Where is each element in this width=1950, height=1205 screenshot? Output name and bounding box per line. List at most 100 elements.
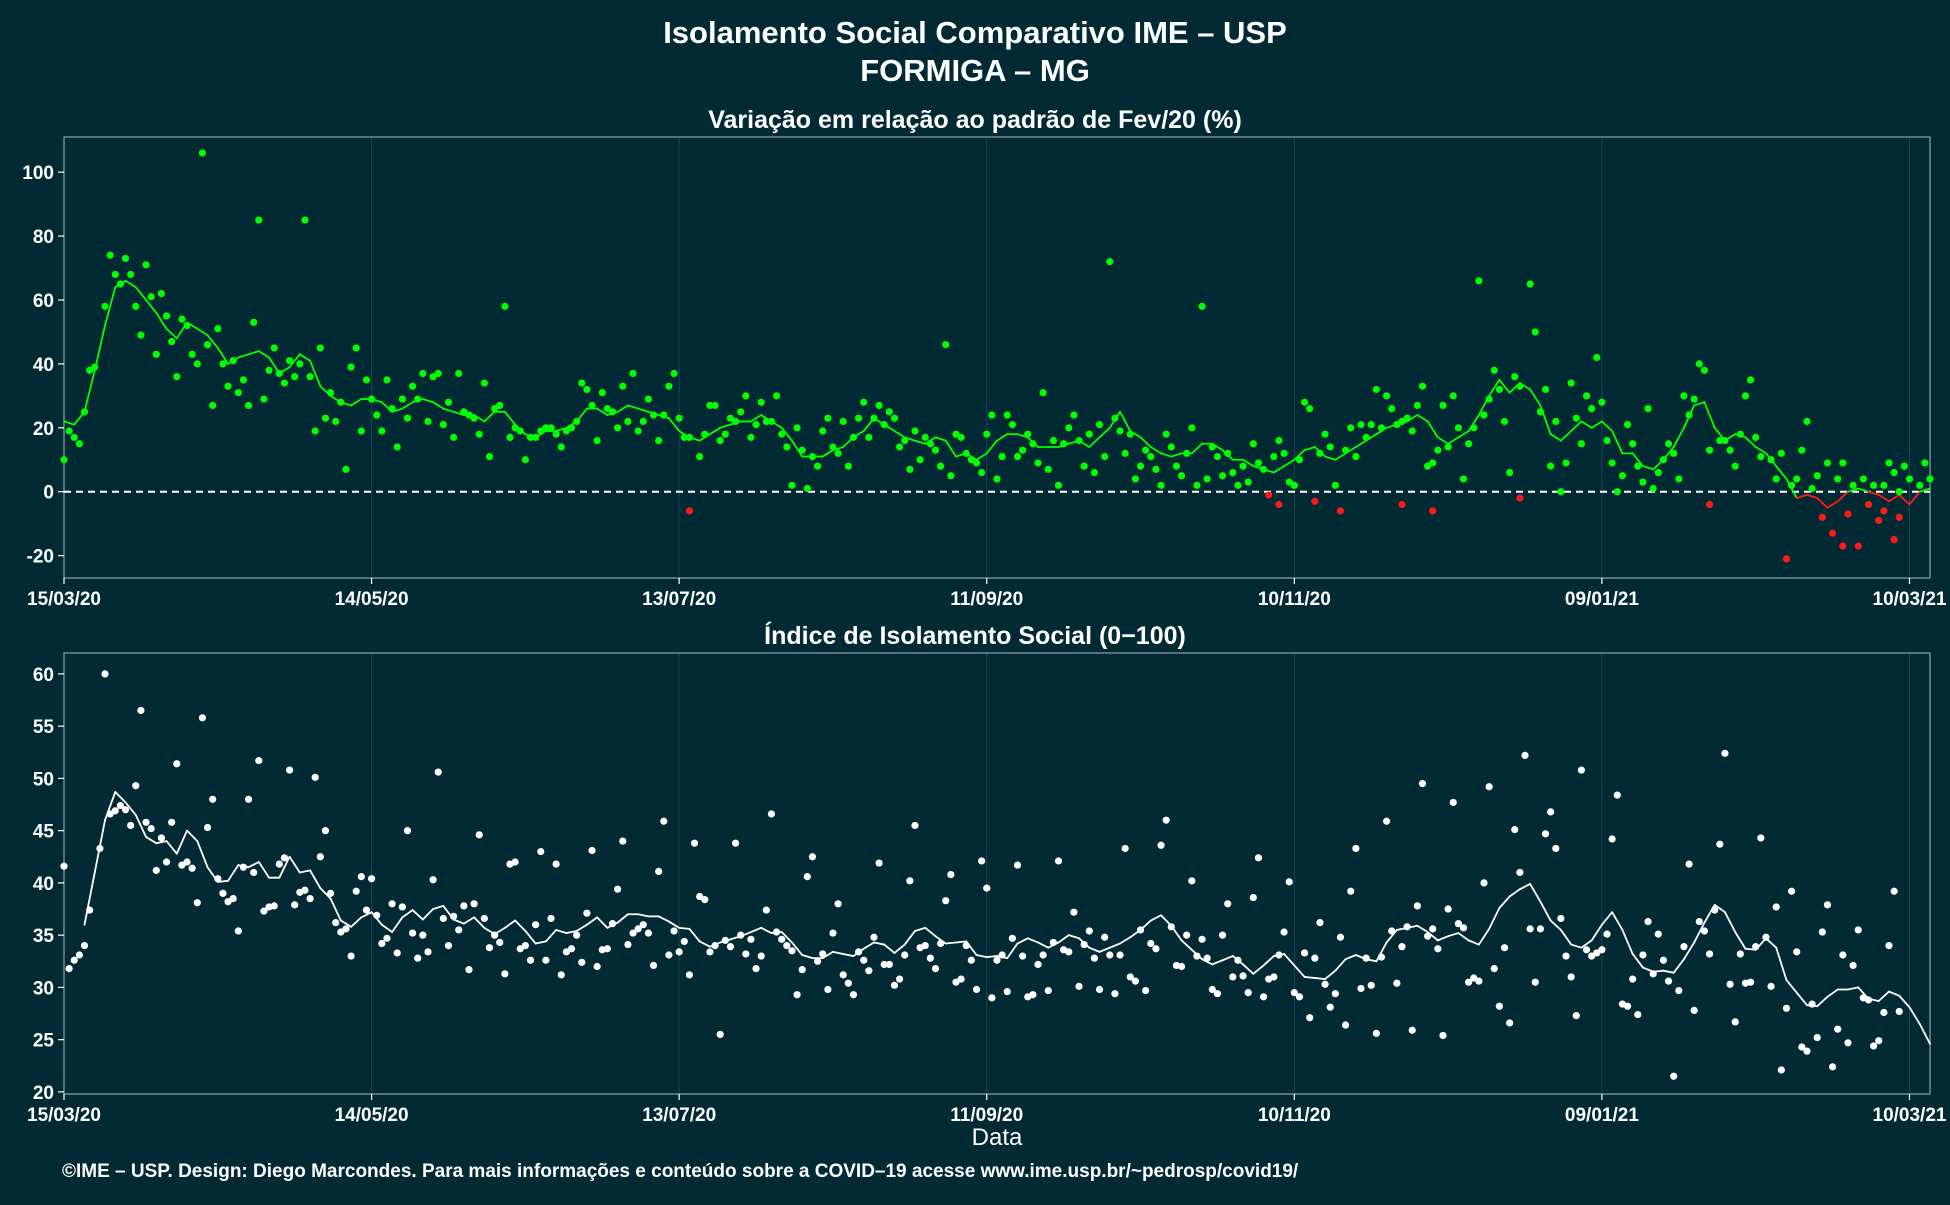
panel1-data-point bbox=[1839, 542, 1847, 550]
panel1-data-point bbox=[895, 443, 904, 451]
panel2-data-point bbox=[1772, 903, 1780, 911]
panel1-data-point bbox=[347, 363, 355, 371]
panel2-data-point bbox=[480, 914, 488, 923]
panel1-data-point bbox=[1326, 443, 1334, 451]
panel1-moving-average-segment bbox=[1693, 401, 1706, 407]
panel2-data-point bbox=[1736, 950, 1744, 958]
panel1-data-point bbox=[1039, 389, 1047, 397]
panel2-moving-average-segment bbox=[1436, 935, 1450, 942]
panel2-moving-average-segment bbox=[1826, 988, 1839, 998]
panel2-data-point bbox=[614, 885, 622, 893]
panel1-data-point bbox=[1475, 277, 1483, 285]
panel1-moving-average-segment bbox=[1611, 430, 1624, 455]
panel1-data-point bbox=[624, 417, 632, 426]
main-title-line1: Isolamento Social Comparativo IME – USP bbox=[663, 15, 1287, 50]
panel1-data-point bbox=[532, 433, 540, 441]
panel2-data-point bbox=[926, 954, 934, 962]
panel1-data-point bbox=[1034, 459, 1042, 467]
panel2-moving-average-segment bbox=[1108, 942, 1121, 949]
panel1-data-point bbox=[1808, 484, 1816, 493]
panel2-data-point bbox=[937, 939, 945, 948]
panel1-moving-average-segment bbox=[350, 398, 363, 407]
panel2-data-point bbox=[1598, 946, 1606, 954]
panel1-x-tick-label: 10/11/20 bbox=[1258, 589, 1331, 610]
panel2-moving-average-segment bbox=[832, 950, 845, 955]
panel2-moving-average-segment bbox=[1211, 959, 1224, 966]
panel2-data-point bbox=[219, 889, 227, 897]
panel2-data-point bbox=[455, 926, 463, 934]
panel1-data-point bbox=[291, 373, 299, 381]
panel1-data-point bbox=[573, 417, 581, 426]
panel1-moving-average-segment bbox=[668, 417, 681, 432]
panel1-data-point bbox=[1347, 424, 1355, 432]
panel1-data-point bbox=[1654, 468, 1662, 477]
panel1-data-point bbox=[983, 430, 991, 438]
panel1-data-point bbox=[209, 401, 217, 410]
panel2-data-point bbox=[1398, 943, 1406, 951]
panel2-data-point bbox=[80, 942, 89, 950]
panel2-moving-average-segment bbox=[914, 926, 927, 932]
panel1-data-point bbox=[1254, 459, 1263, 467]
panel1-data-point bbox=[393, 443, 401, 451]
panel2-moving-average-segment bbox=[1898, 994, 1911, 1009]
panel1-moving-average-segment bbox=[247, 350, 260, 356]
panel2-data-point bbox=[1475, 977, 1483, 985]
panel2-data-point bbox=[1634, 1010, 1642, 1019]
panel2-data-point bbox=[1044, 986, 1052, 995]
panel1-data-point bbox=[398, 395, 406, 403]
panel1-data-point bbox=[721, 430, 729, 438]
panel1-data-point bbox=[598, 389, 606, 397]
panel1-data-point bbox=[1403, 414, 1411, 422]
panel2-moving-average-segment bbox=[1662, 969, 1675, 974]
panel2-data-point bbox=[1101, 933, 1109, 941]
panel1-data-point bbox=[1336, 507, 1345, 515]
panel2-data-point bbox=[1013, 861, 1022, 869]
panel1-data-point bbox=[301, 216, 309, 224]
panel1-data-point bbox=[1418, 382, 1427, 390]
panel2-data-point bbox=[947, 870, 955, 879]
panel2-data-point bbox=[1864, 996, 1873, 1004]
panel2-data-point bbox=[1557, 914, 1565, 923]
panel2-data-point bbox=[1608, 835, 1616, 843]
panel1-data-point bbox=[1126, 430, 1134, 438]
panel2-data-point bbox=[865, 967, 873, 975]
panel1-data-point bbox=[844, 462, 852, 470]
panel2-data-point bbox=[1536, 925, 1544, 933]
panel1-data-point bbox=[1890, 468, 1898, 477]
panel2-moving-average-segment bbox=[319, 887, 332, 900]
panel1-data-point bbox=[1516, 494, 1524, 502]
panel1-data-point bbox=[516, 427, 524, 435]
panel2-data-point bbox=[1029, 991, 1037, 999]
panel2-data-point bbox=[1136, 926, 1145, 934]
panel1-data-point bbox=[1880, 507, 1888, 515]
panel1-data-point bbox=[696, 452, 704, 461]
panel1-data-point bbox=[234, 389, 242, 397]
panel2-data-point bbox=[978, 857, 986, 865]
panel1-data-point bbox=[1136, 462, 1145, 470]
panel1-y-tick-label: -20 bbox=[27, 547, 54, 568]
panel1-moving-average-segment bbox=[1549, 433, 1562, 442]
panel1-data-point bbox=[275, 369, 283, 378]
panel1-data-point bbox=[542, 424, 550, 432]
panel1-data-point bbox=[788, 481, 796, 489]
panel1-data-point bbox=[711, 401, 719, 410]
panel1-data-point bbox=[1239, 462, 1247, 470]
panel2-data-point bbox=[244, 795, 253, 803]
panel1-data-point bbox=[665, 382, 673, 390]
panel1-moving-average-segment bbox=[124, 279, 137, 289]
panel1-data-point bbox=[1013, 452, 1022, 461]
panel1-moving-average-segment bbox=[719, 423, 732, 429]
panel1-moving-average-segment bbox=[637, 407, 650, 413]
panel1-data-point bbox=[1060, 440, 1068, 448]
panel2-data-point bbox=[429, 876, 437, 884]
panel1-data-point bbox=[1290, 481, 1298, 489]
panel1-data-point bbox=[1895, 488, 1903, 496]
panel1-moving-average-segment bbox=[1324, 455, 1337, 461]
panel2-data-point bbox=[1003, 987, 1011, 996]
panel1-data-point bbox=[957, 433, 965, 441]
panel2-data-point bbox=[762, 906, 770, 914]
panel2-moving-average-segment bbox=[360, 911, 373, 919]
panel1-data-point bbox=[1465, 440, 1473, 448]
panel2-data-point bbox=[1577, 766, 1586, 774]
panel2-data-point bbox=[1347, 887, 1355, 895]
